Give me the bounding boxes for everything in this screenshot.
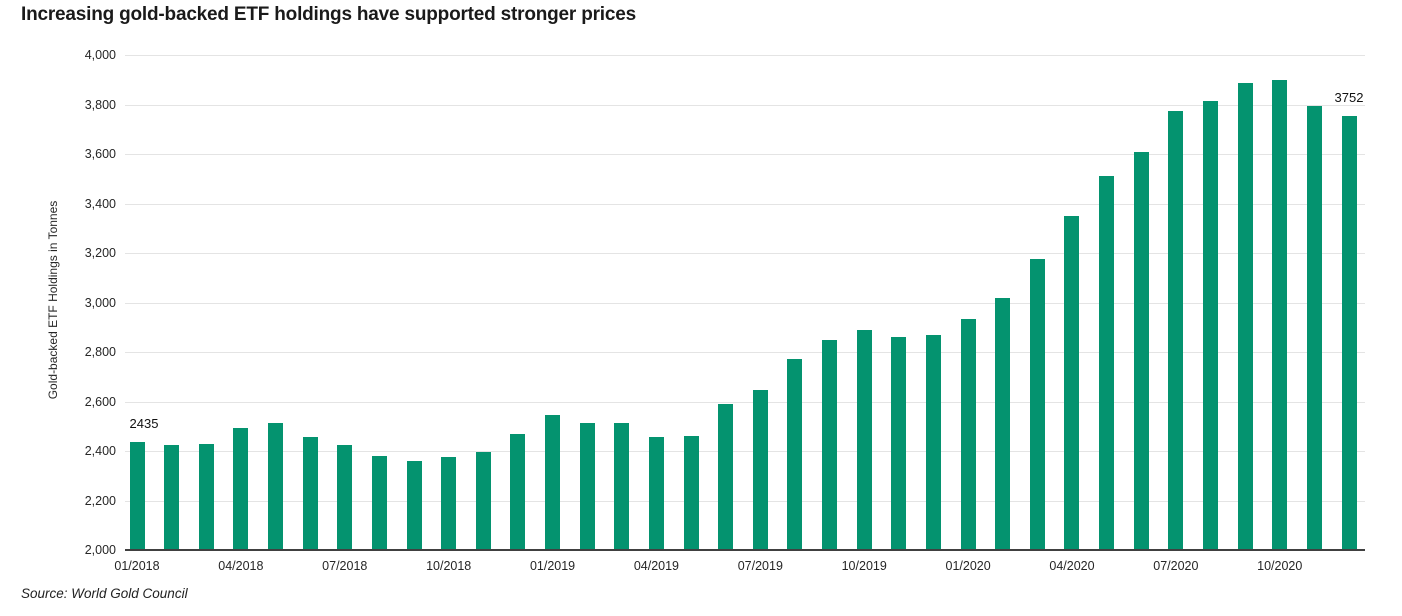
x-axis-tick-labels: 01/2018 04/2018 07/2018 10/2018 01/2019 04/20… [114, 557, 1365, 577]
x-axis-line [125, 549, 1365, 551]
chart-bar-11-2018 [475, 452, 491, 550]
chart-bar-06-2020 [1133, 151, 1149, 550]
chart-bar-02-2018 [164, 444, 180, 550]
x-tick-label: 10/2018 [426, 559, 472, 573]
chart-bar-07-2019 [752, 390, 768, 550]
y-axis-tick-labels: 2,000 2,200 2,400 2,600 2,800 3,000 3,200 3,400… [0, 48, 116, 557]
x-tick-label: 04/2019 [633, 559, 680, 573]
y-tick-label: 3,800 [84, 97, 116, 112]
chart-bar-01-2019 [545, 415, 561, 550]
x-tick-label: 10/2020 [1257, 559, 1303, 573]
chart-bar-10-2019 [856, 329, 872, 550]
bar-value-label: 3752 [1334, 90, 1364, 106]
chart-title: Increasing gold-backed ETF holdings have… [21, 4, 636, 25]
chart-bar-03-2019 [614, 422, 630, 550]
x-tick-label: 01/2018 [114, 559, 160, 573]
y-tick-label: 3,400 [84, 196, 116, 211]
y-tick-label: 2,200 [84, 493, 116, 508]
gridline [125, 154, 1365, 155]
chart-bar-10-2020 [1272, 79, 1288, 550]
chart-bar-06-2018 [302, 437, 318, 550]
chart-bar-09-2020 [1237, 83, 1253, 550]
chart-bar-06-2019 [718, 403, 734, 550]
chart-bar-09-2018 [406, 460, 422, 550]
chart-bar-04-2019 [648, 437, 664, 550]
chart-bar-08-2020 [1202, 100, 1218, 550]
y-tick-label: 3,000 [84, 295, 116, 310]
y-tick-label: 2,000 [84, 543, 116, 557]
y-tick-label: 2,600 [84, 394, 116, 409]
gridline [125, 352, 1365, 353]
chart-bar-05-2018 [268, 422, 284, 550]
bar-value-label: 2435 [129, 416, 159, 432]
gridline [125, 55, 1365, 56]
chart-bar-04-2018 [233, 427, 249, 550]
gridline [125, 500, 1365, 502]
x-tick-label: 07/2018 [322, 559, 368, 573]
y-tick-label: 4,000 [84, 48, 116, 62]
gridline [125, 203, 1365, 205]
y-tick-label: 3,200 [84, 246, 116, 260]
source-note: Source: World Gold Council [21, 586, 188, 601]
chart-bar-03-2020 [1029, 259, 1045, 550]
chart-bar-11-2019 [891, 337, 907, 550]
x-tick-label: 10/2019 [841, 559, 887, 573]
chart-bar-10-2018 [441, 457, 457, 550]
chart-bar-11-2020 [1306, 105, 1322, 550]
chart-bar-01-2020 [960, 318, 976, 550]
chart-bar-08-2018 [371, 455, 387, 550]
chart-bar-07-2018 [337, 444, 353, 550]
y-tick-label: 2,400 [84, 444, 116, 458]
gridline [125, 302, 1365, 304]
x-tick-label: 07/2020 [1153, 559, 1199, 573]
chart-bar-12-2018 [510, 433, 526, 550]
chart-bar-05-2020 [1099, 176, 1115, 550]
plot-area: 2435 3752 [125, 55, 1365, 551]
chart-bar-12-2020 [1341, 116, 1357, 550]
chart-bar-01-2018 [129, 442, 145, 550]
chart-bar-08-2019 [787, 359, 803, 550]
chart-bar-12-2019 [925, 334, 941, 550]
gridline [125, 451, 1365, 452]
chart-bar-09-2019 [822, 339, 838, 550]
x-tick-label: 01/2019 [529, 559, 576, 573]
chart-bar-02-2019 [579, 422, 595, 550]
x-tick-label: 01/2020 [945, 559, 991, 573]
x-tick-label: 07/2019 [737, 559, 783, 573]
chart-bar-07-2020 [1168, 110, 1184, 550]
y-tick-label: 3,600 [84, 147, 116, 161]
gridline [125, 104, 1365, 106]
y-tick-label: 2,800 [84, 345, 116, 359]
gridline [125, 401, 1365, 403]
x-tick-label: 04/2018 [218, 559, 264, 573]
x-tick-label: 04/2020 [1049, 559, 1095, 573]
chart-bar-02-2020 [995, 297, 1011, 550]
chart-bar-04-2020 [1064, 215, 1080, 550]
gridline [125, 253, 1365, 254]
chart-bar-03-2018 [198, 443, 214, 550]
chart-bar-05-2019 [683, 436, 699, 550]
